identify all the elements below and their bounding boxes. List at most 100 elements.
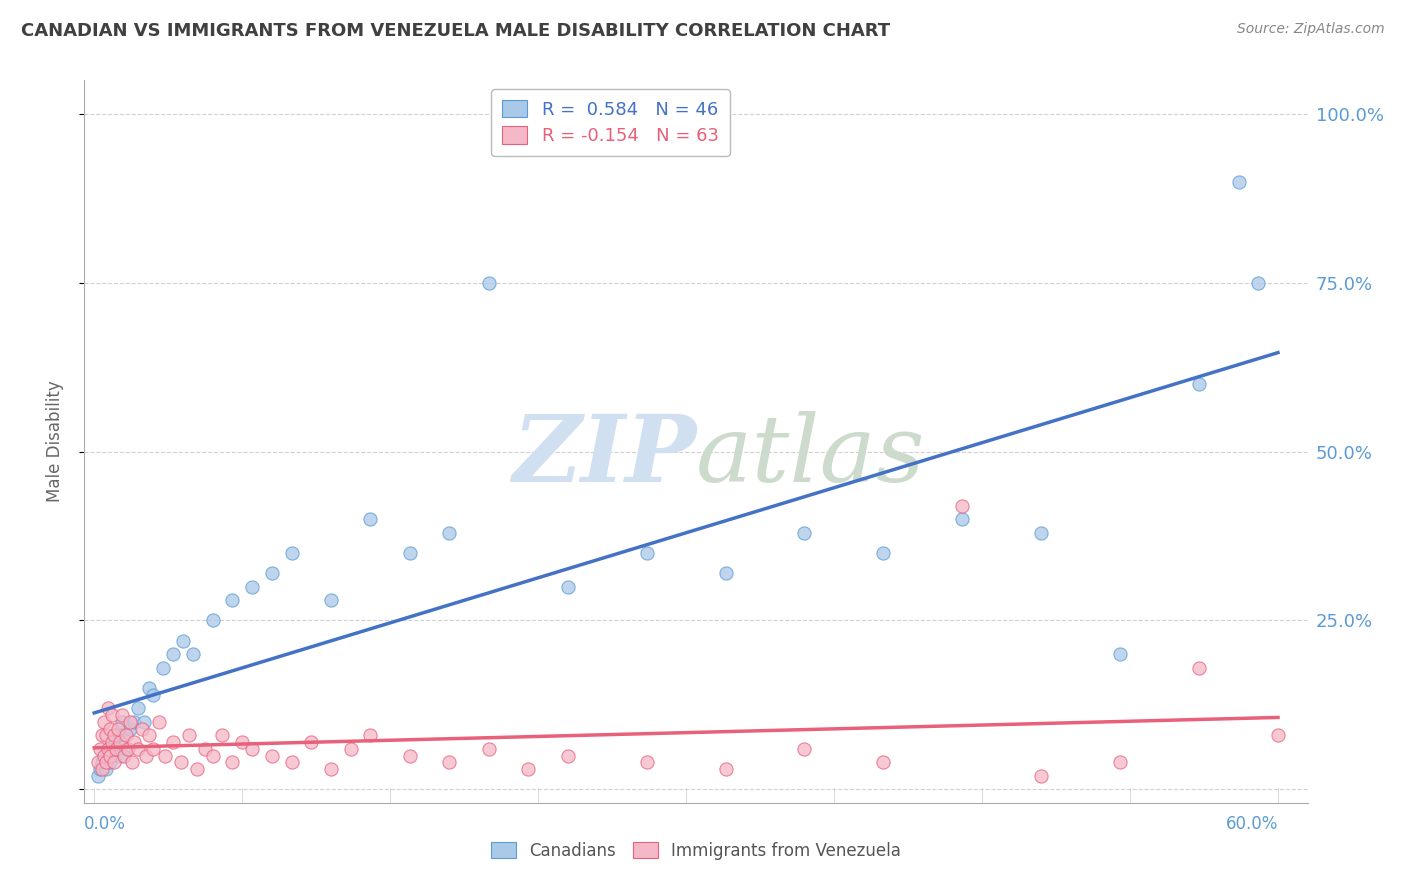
Point <box>103 756 125 770</box>
Point <box>240 741 263 756</box>
Point <box>636 756 658 770</box>
Point <box>107 722 129 736</box>
Point <box>97 701 120 715</box>
Point <box>439 756 461 770</box>
Point <box>714 566 737 581</box>
Point <box>97 741 120 756</box>
Point <box>122 735 145 749</box>
Point <box>1267 728 1289 742</box>
Point <box>186 762 208 776</box>
Point <box>118 722 141 736</box>
Y-axis label: Male Disability: Male Disability <box>45 381 63 502</box>
Point <box>94 756 117 770</box>
Point <box>111 714 134 729</box>
Point <box>108 748 131 763</box>
Point <box>170 756 193 770</box>
Point <box>793 525 815 540</box>
Point <box>152 661 174 675</box>
Point <box>94 728 117 742</box>
Point <box>1109 647 1132 661</box>
Point <box>131 722 153 736</box>
Point <box>127 741 149 756</box>
Point <box>1031 769 1053 783</box>
Point <box>93 714 115 729</box>
Point <box>112 728 135 742</box>
Point <box>557 748 579 763</box>
Point <box>103 728 125 742</box>
Point <box>142 741 165 756</box>
Point <box>211 728 233 742</box>
Point <box>221 593 243 607</box>
Point <box>714 762 737 776</box>
Point <box>359 512 381 526</box>
Point <box>93 748 115 763</box>
Text: CANADIAN VS IMMIGRANTS FROM VENEZUELA MALE DISABILITY CORRELATION CHART: CANADIAN VS IMMIGRANTS FROM VENEZUELA MA… <box>21 22 890 40</box>
Point <box>221 756 243 770</box>
Point <box>101 748 124 763</box>
Point <box>98 756 121 770</box>
Point <box>87 769 110 783</box>
Point <box>636 546 658 560</box>
Text: 60.0%: 60.0% <box>1226 815 1278 833</box>
Point <box>93 748 115 763</box>
Point <box>319 593 342 607</box>
Point <box>117 741 139 756</box>
Point <box>1109 756 1132 770</box>
Point <box>1188 377 1211 392</box>
Point <box>194 741 217 756</box>
Point <box>104 741 127 756</box>
Point <box>950 499 973 513</box>
Point <box>950 512 973 526</box>
Point <box>135 748 157 763</box>
Point <box>101 735 124 749</box>
Point <box>114 728 136 742</box>
Point <box>181 647 204 661</box>
Point <box>103 735 125 749</box>
Point <box>91 728 114 742</box>
Point <box>91 756 114 770</box>
Point <box>557 580 579 594</box>
Point <box>108 735 131 749</box>
Legend: Canadians, Immigrants from Venezuela: Canadians, Immigrants from Venezuela <box>484 836 908 867</box>
Point <box>1227 175 1250 189</box>
Point <box>112 748 135 763</box>
Point <box>132 714 155 729</box>
Point <box>101 708 124 723</box>
Point <box>91 762 114 776</box>
Point <box>201 748 224 763</box>
Text: atlas: atlas <box>696 411 925 501</box>
Point <box>240 580 263 594</box>
Point <box>155 748 177 763</box>
Point <box>359 728 381 742</box>
Point <box>121 756 143 770</box>
Point <box>118 714 141 729</box>
Point <box>138 728 160 742</box>
Point <box>201 614 224 628</box>
Point <box>299 735 322 749</box>
Point <box>107 728 129 742</box>
Point <box>872 546 894 560</box>
Point <box>478 276 501 290</box>
Point <box>89 741 111 756</box>
Text: Source: ZipAtlas.com: Source: ZipAtlas.com <box>1237 22 1385 37</box>
Point <box>172 633 194 648</box>
Point <box>399 546 422 560</box>
Point <box>177 728 200 742</box>
Point <box>478 741 501 756</box>
Point <box>148 714 170 729</box>
Point <box>1031 525 1053 540</box>
Point <box>1247 276 1270 290</box>
Point <box>114 741 136 756</box>
Point <box>94 762 117 776</box>
Point <box>87 756 110 770</box>
Point <box>260 748 283 763</box>
Point <box>339 741 361 756</box>
Point <box>1188 661 1211 675</box>
Point <box>138 681 160 695</box>
Point <box>793 741 815 756</box>
Point <box>280 546 302 560</box>
Point <box>111 708 134 723</box>
Point <box>260 566 283 581</box>
Point <box>127 701 149 715</box>
Point <box>872 756 894 770</box>
